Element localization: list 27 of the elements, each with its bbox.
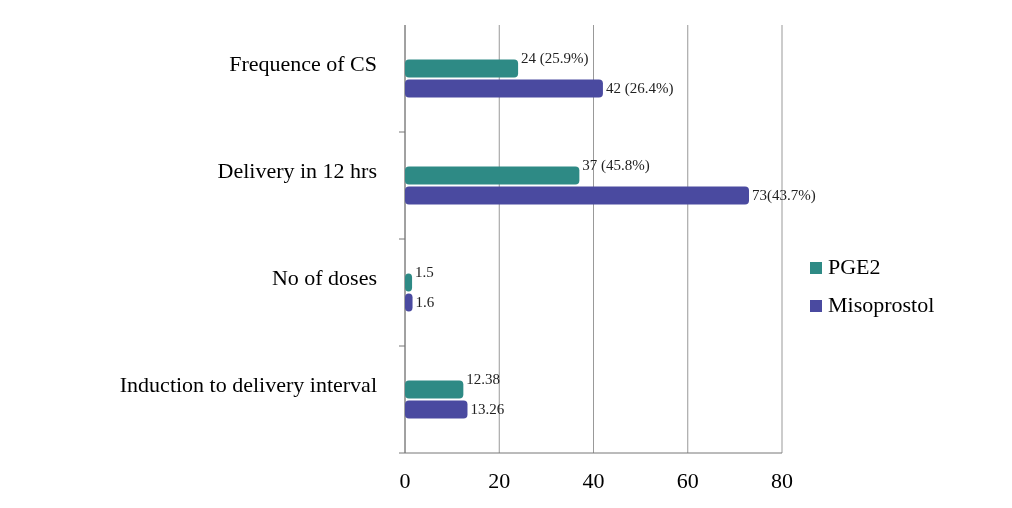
bar [405,293,413,312]
bar [405,59,519,78]
data-label: 24 (25.9%) [521,49,589,67]
x-tick-label: 60 [676,468,699,493]
data-label: 37 (45.8%) [582,156,650,174]
data-label: 1.5 [415,263,434,280]
data-label: 42 (26.4%) [605,79,674,97]
legend-label: PGE2 [828,254,881,279]
x-tick-label: 80 [771,468,793,493]
bar [405,186,750,205]
data-label: 12.38 [466,370,501,387]
x-tick-label: 0 [399,468,411,493]
bar [405,79,603,98]
bar [405,380,464,399]
data-label: 1.6 [415,293,435,310]
bar [405,166,580,185]
y-tick-label: Frequence of CS [229,50,377,76]
bar [405,273,413,292]
y-tick-label: No of doses [271,264,377,290]
x-tick-label: 40 [582,468,605,493]
legend-label: Misoprostol [828,292,935,317]
x-tick-label: 20 [488,468,511,493]
y-tick-label: Delivery in 12 hrs [217,157,377,183]
y-tick-label: Induction to delivery interval [119,371,377,397]
bar [405,400,468,419]
data-label: 13.26 [470,400,505,417]
data-label: 73(43.7%) [752,186,816,204]
